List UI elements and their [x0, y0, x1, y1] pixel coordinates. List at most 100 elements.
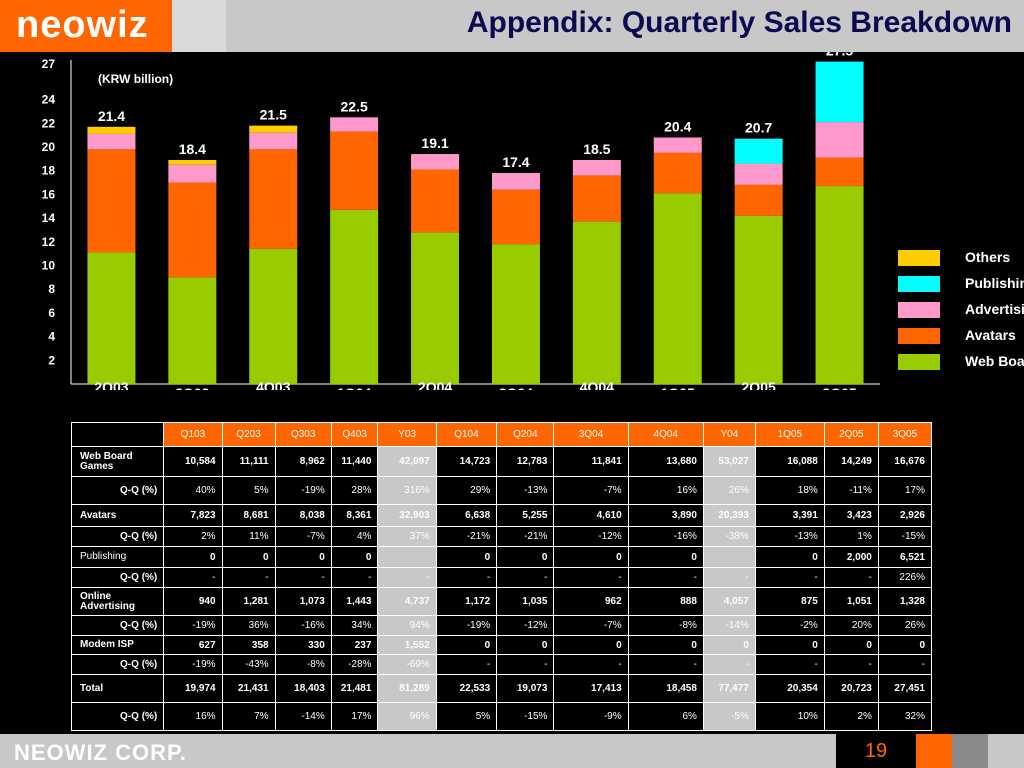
table-cell: - — [163, 567, 223, 588]
bar-segment — [87, 252, 136, 384]
bar-total-label: 18.4 — [179, 141, 206, 157]
table-cell: - — [702, 567, 756, 588]
table-cell: -19% — [163, 654, 223, 675]
table-cell: -7% — [553, 476, 629, 505]
bar-total-label: 22.5 — [341, 98, 368, 114]
table-cell: 20,354 — [754, 674, 825, 703]
table-cell: 0 — [823, 635, 879, 655]
bar-segment — [330, 131, 379, 210]
table-cell: 28% — [330, 476, 379, 505]
table-cell: 8,361 — [330, 504, 379, 527]
x-category-label: 3Q04 — [499, 385, 533, 390]
bar-segment — [653, 137, 702, 153]
table-cell: 16% — [627, 476, 704, 505]
table-cell: 875 — [754, 587, 825, 616]
table-cell: 1,172 — [435, 587, 498, 616]
table-cell: 17,413 — [553, 674, 629, 703]
footer-brand: NEOWIZ CORP. — [14, 740, 187, 765]
bar-segment — [653, 152, 702, 194]
row-label: Avatars — [70, 504, 165, 527]
bar-segment — [411, 169, 460, 233]
unit-label: (KRW billion) — [98, 72, 173, 86]
table-cell: 96% — [377, 702, 437, 731]
bar-segment — [491, 244, 540, 384]
row-label: Q-Q (%) — [70, 615, 165, 636]
bar-segment — [815, 186, 864, 384]
x-category-label: 3Q05 — [822, 385, 856, 390]
table-cell: - — [627, 654, 704, 675]
table-cell: - — [702, 654, 756, 675]
x-category-label: 2Q05 — [742, 379, 776, 390]
x-category-label: 1Q04 — [337, 385, 371, 390]
table-cell: 0 — [330, 546, 379, 568]
table-cell: 14,249 — [823, 446, 879, 477]
column-header: Y03 — [377, 422, 437, 447]
table-row: Publishing 0 0 0 0 0 0 0 0 0 2,000 6,521 — [70, 546, 933, 568]
table-row: Modem ISP 627 358 330 237 1,552 0 0 0 0 0 0 0 0 — [70, 635, 933, 655]
table-cell: - — [221, 567, 276, 588]
table-cell: 18,403 — [274, 674, 332, 703]
bar-total-label: 20.7 — [745, 120, 772, 136]
table-cell: 8,038 — [274, 504, 332, 527]
bar-segment — [411, 154, 460, 170]
bar-segment — [815, 157, 864, 187]
y-tick-label: 4 — [48, 330, 55, 344]
header-accent — [172, 0, 226, 52]
legend-item: Advertising — [898, 299, 1024, 325]
table-row: Q-Q (%) -19% -43% -8% -28% -69% - - - - - - - - — [70, 654, 933, 675]
table-cell: 0 — [221, 546, 276, 568]
legend-label: Avatars — [965, 327, 1016, 343]
y-tick-label: 27 — [42, 57, 56, 71]
table-cell: 26% — [702, 476, 756, 505]
table-cell: - — [627, 567, 704, 588]
table-cell: -14% — [274, 702, 332, 731]
table-cell: 0 — [627, 546, 704, 568]
table-cell: 12,783 — [496, 446, 555, 477]
table-cell: 32,903 — [377, 504, 437, 527]
table-cell: 237 — [330, 635, 379, 655]
table-cell: 10% — [754, 702, 825, 731]
column-header: Q403 — [330, 422, 379, 447]
table-cell: -19% — [435, 615, 498, 636]
page-number: 19 — [864, 740, 888, 762]
table-cell: 940 — [163, 587, 223, 616]
table-cell: - — [553, 654, 629, 675]
column-header: Q104 — [435, 422, 498, 447]
table-cell: -12% — [496, 615, 555, 636]
table-cell: -38% — [702, 526, 756, 547]
column-header: Q204 — [496, 422, 555, 447]
table-cell: 0 — [754, 546, 825, 568]
bar-segment — [168, 164, 217, 183]
table-cell: 18% — [754, 476, 825, 505]
table-cell: -13% — [496, 476, 555, 505]
table-corner — [70, 422, 165, 447]
bar-total-label: 20.4 — [664, 118, 691, 134]
bar-segment — [572, 175, 621, 222]
table-cell: 34% — [330, 615, 379, 636]
table-cell: -8% — [627, 615, 704, 636]
legend-label: Publishing — [965, 275, 1024, 291]
table-cell: 16% — [163, 702, 223, 731]
table-cell: 0 — [435, 546, 498, 568]
bar-segment — [572, 160, 621, 176]
table-cell: 2,926 — [877, 504, 933, 527]
bar-segment — [491, 173, 540, 190]
header-bar: neowiz Appendix: Quarterly Sales Breakdo… — [0, 0, 1024, 52]
table-cell: -28% — [330, 654, 379, 675]
y-tick-label: 8 — [48, 282, 55, 296]
page-title: Appendix: Quarterly Sales Breakdown — [466, 6, 1012, 39]
bar-segment — [249, 125, 298, 133]
y-tick-label: 10 — [42, 258, 56, 272]
table-cell: 962 — [553, 587, 629, 616]
table-cell: -13% — [754, 526, 825, 547]
y-tick-label: 20 — [42, 140, 56, 154]
table-cell: -11% — [823, 476, 879, 505]
footer-accent-orange — [916, 734, 952, 768]
table-cell: 27,451 — [877, 674, 933, 703]
table-cell: 0 — [754, 635, 825, 655]
table-cell: -5% — [702, 702, 756, 731]
table-cell: 3,391 — [754, 504, 825, 527]
table-cell: -19% — [274, 476, 332, 505]
table-header-row: Q103 Q203 Q303 Q403 Y03 Q104 Q204 3Q04 4Q04 Y04 1Q… — [70, 422, 933, 447]
